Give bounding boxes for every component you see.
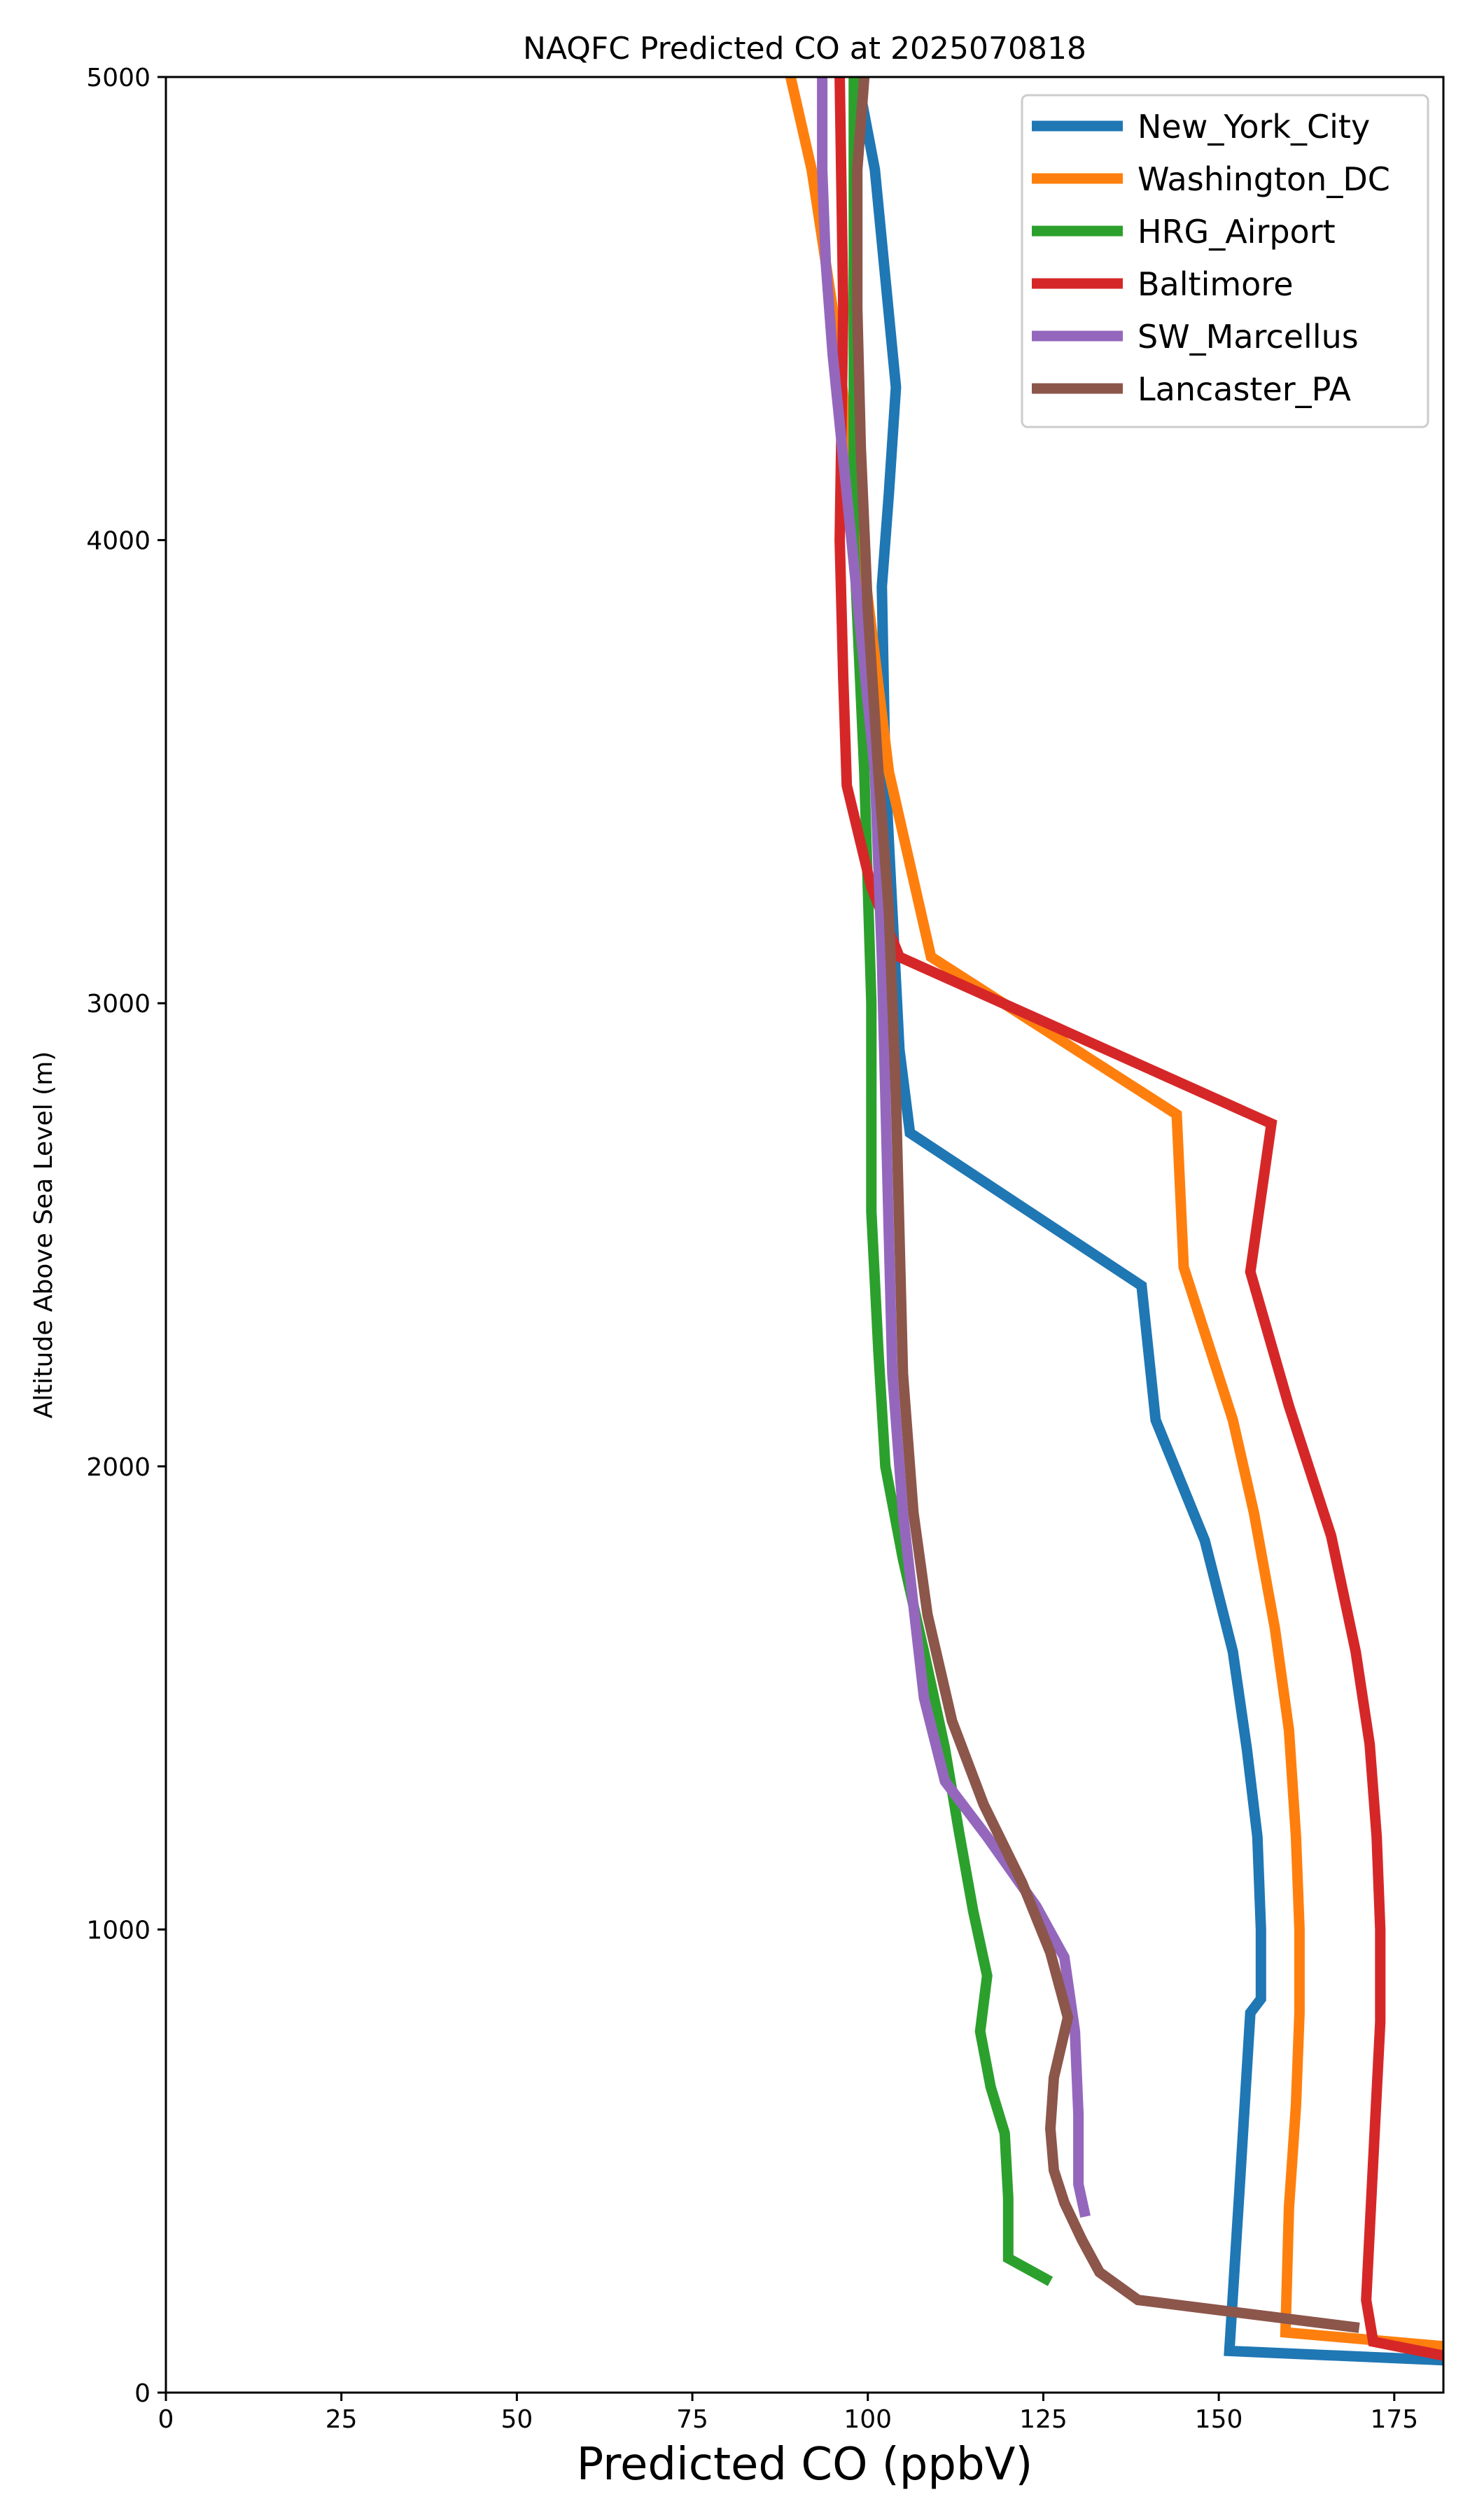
plot-lines xyxy=(785,77,1443,2366)
legend-label-Baltimore: Baltimore xyxy=(1138,265,1294,303)
legend-label-New_York_City: New_York_City xyxy=(1138,108,1370,146)
series-line-HRG_Airport xyxy=(848,77,1054,2286)
y-tick-label: 1000 xyxy=(86,1916,150,1945)
y-tick-label: 5000 xyxy=(86,64,150,92)
legend: New_York_City Washington_DC HRG_Airport Bal… xyxy=(1021,94,1429,428)
legend-label-SW_Marcellus: SW_Marcellus xyxy=(1138,318,1359,356)
x-tick-label: 150 xyxy=(1195,2405,1243,2434)
x-tick-label: 0 xyxy=(158,2405,174,2434)
x-tick-label: 175 xyxy=(1370,2405,1418,2434)
series-line-Lancaster_PA xyxy=(852,77,1360,2333)
x-axis-label: Predicted CO (ppbV) xyxy=(577,2439,1033,2491)
y-axis: 0 1000 2000 3000 4000 5000 xyxy=(86,64,166,2408)
series-line-New_York_City xyxy=(852,77,1443,2366)
x-tick-label: 25 xyxy=(326,2405,358,2434)
x-tick-label: 100 xyxy=(844,2405,892,2434)
x-tick-label: 125 xyxy=(1019,2405,1068,2434)
y-tick-label: 2000 xyxy=(86,1453,150,1482)
legend-label-HRG_Airport: HRG_Airport xyxy=(1138,213,1336,251)
legend-label-Lancaster_PA: Lancaster_PA xyxy=(1138,370,1351,408)
legend-box xyxy=(1021,94,1429,428)
plot-frame xyxy=(164,76,1445,2394)
series-line-SW_Marcellus xyxy=(817,77,1091,2218)
legend-label-Washington_DC: Washington_DC xyxy=(1138,160,1390,198)
x-tick-label: 75 xyxy=(676,2405,708,2434)
y-tick-label: 3000 xyxy=(86,990,150,1018)
y-tick-label: 4000 xyxy=(86,527,150,556)
x-tick-label: 50 xyxy=(500,2405,533,2434)
series-line-Baltimore xyxy=(834,77,1443,2361)
x-axis: 0 25 50 75 100 125 150 175 xyxy=(158,2393,1418,2434)
y-axis-label: Altitude Above Sea Level (m) xyxy=(29,1051,58,1419)
chart-title: NAQFC Predicted CO at 2025070818 xyxy=(523,31,1086,66)
y-tick-label: 0 xyxy=(134,2379,150,2408)
